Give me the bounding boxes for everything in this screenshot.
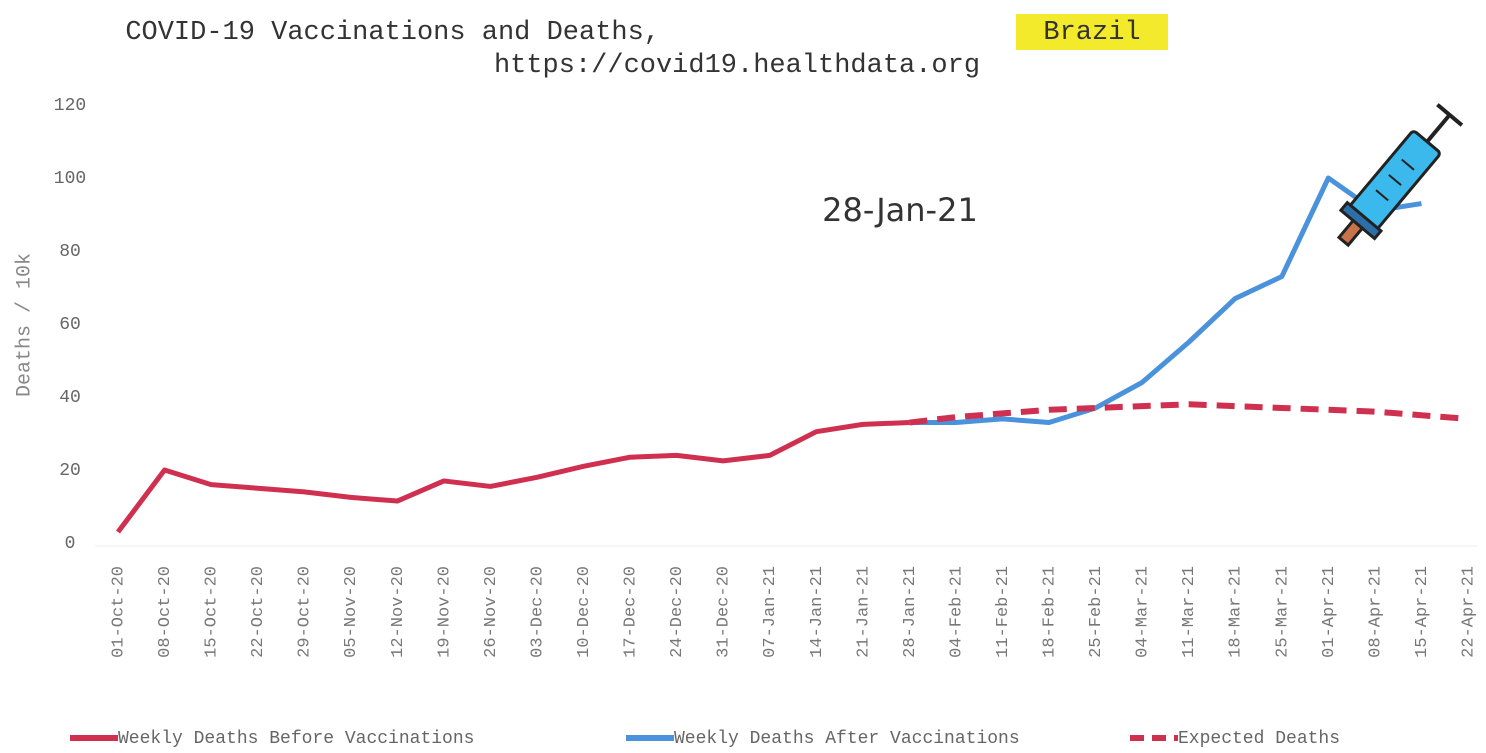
x-tick-label: 28-Jan-21 [901,566,920,658]
y-tick-label: 20 [59,461,81,481]
x-tick-label: 04-Feb-21 [947,566,966,658]
x-tick-label: 29-Oct-20 [296,566,315,658]
legend-label: Expected Deaths [1178,729,1340,749]
x-tick-label: 26-Nov-20 [482,566,501,658]
x-tick-label: 25-Feb-21 [1087,566,1106,658]
y-tick-label: 0 [65,534,76,554]
series-line [909,401,1469,426]
x-tick-label: 08-Apr-21 [1366,566,1385,658]
y-tick-label: 100 [54,169,86,189]
title-highlight-box [1016,14,1168,50]
x-tick-label: 22-Oct-20 [249,566,268,658]
x-tick-label: 15-Apr-21 [1413,566,1432,658]
x-tick-label: 17-Dec-20 [622,566,641,658]
x-tick-label: 01-Oct-20 [109,566,128,658]
x-tick-label: 01-Apr-21 [1320,566,1339,658]
x-tick-label: 31-Dec-20 [715,566,734,658]
series-line [116,420,910,534]
x-tick-label: 14-Jan-21 [808,566,827,658]
legend-label: Weekly Deaths After Vaccinations [674,729,1020,749]
y-tick-label: 120 [54,96,86,116]
x-tick-label: 10-Dec-20 [575,566,594,658]
annotation: 28-Jan-21 [822,191,978,229]
x-tick-label: 19-Nov-20 [435,566,454,658]
x-tick-label: 03-Dec-20 [528,566,547,658]
series-line [909,175,1422,426]
chart-title-highlight: Brazil [1043,18,1140,48]
x-tick-label: 04-Mar-21 [1134,566,1153,658]
x-tick-label: 24-Dec-20 [668,566,687,658]
x-tick-label: 12-Nov-20 [389,566,408,658]
legend-label: Weekly Deaths Before Vaccinations [118,729,474,749]
y-axis-label: Deaths / 10k [13,253,36,397]
x-tick-label: 15-Oct-20 [203,566,222,658]
x-tick-label: 05-Nov-20 [342,566,361,658]
x-tick-label: 11-Mar-21 [1180,566,1199,658]
y-tick-label: 40 [59,388,81,408]
x-tick-label: 21-Jan-21 [854,566,873,658]
x-tick-label: 18-Feb-21 [1041,566,1060,658]
x-tick-label: 22-Apr-21 [1459,566,1478,658]
chart-subtitle: https://covid19.healthdata.org [494,51,980,81]
chart-title: COVID-19 Vaccinations and Deaths, [125,18,660,48]
syringe-icon [1336,103,1464,248]
y-tick-label: 60 [59,315,81,335]
x-tick-label: 25-Mar-21 [1273,566,1292,658]
x-tick-label: 18-Mar-21 [1227,566,1246,658]
x-tick-label: 08-Oct-20 [156,566,175,658]
y-tick-label: 80 [59,242,81,262]
x-tick-label: 11-Feb-21 [994,566,1013,658]
x-tick-label: 07-Jan-21 [761,566,780,658]
